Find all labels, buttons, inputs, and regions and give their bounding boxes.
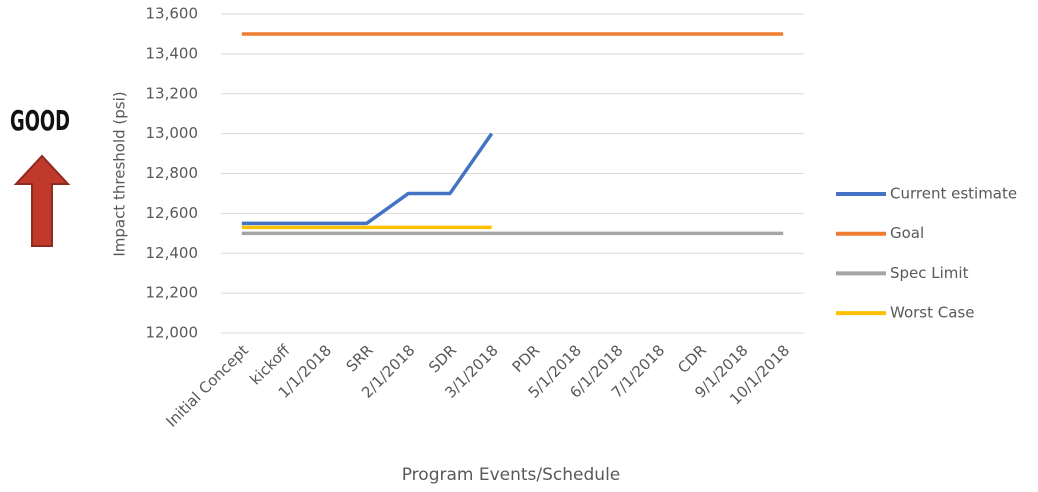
y-tick-label: 13,400	[146, 44, 199, 62]
y-tick-label: 13,000	[146, 124, 199, 142]
y-tick-label: 13,200	[146, 84, 199, 102]
x-tick-label: Initial Concept	[163, 341, 252, 430]
y-tick-label: 12,600	[146, 204, 199, 222]
y-tick-label: 12,000	[146, 324, 199, 342]
legend-label: Spec Limit	[890, 264, 969, 282]
legend-label: Goal	[890, 224, 924, 242]
y-tick-label: 13,600	[146, 5, 199, 23]
legend-label: Current estimate	[890, 185, 1017, 203]
legend-label: Worst Case	[890, 304, 974, 322]
y-tick-label: 12,400	[146, 244, 199, 262]
x-tick-label: PDR	[509, 341, 544, 376]
y-tick-label: 12,200	[146, 284, 199, 302]
series-line	[241, 132, 494, 226]
y-tick-label: 12,800	[146, 164, 199, 182]
x-tick-label: SDR	[425, 341, 460, 376]
up-arrow	[13, 154, 71, 247]
annotation: GOOD	[10, 104, 70, 137]
x-axis-label: Program Events/Schedule	[402, 465, 621, 485]
x-tick-label: SRR	[343, 341, 377, 375]
x-tick-label: CDR	[674, 341, 710, 377]
y-axis-label: Impact threshold (psi)	[111, 91, 129, 256]
